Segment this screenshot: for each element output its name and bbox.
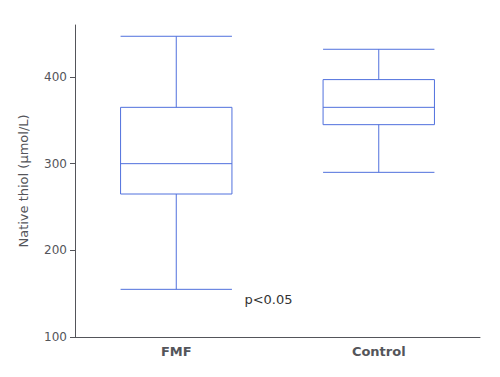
svg-text:FMF: FMF (161, 344, 192, 359)
svg-text:Control: Control (352, 344, 406, 359)
svg-text:200: 200 (44, 243, 67, 257)
svg-text:100: 100 (44, 330, 67, 344)
svg-text:Native thiol (μmol/L): Native thiol (μmol/L) (16, 114, 31, 247)
svg-text:400: 400 (44, 70, 67, 84)
svg-text:300: 300 (44, 157, 67, 171)
svg-text:p<0.05: p<0.05 (244, 292, 292, 307)
